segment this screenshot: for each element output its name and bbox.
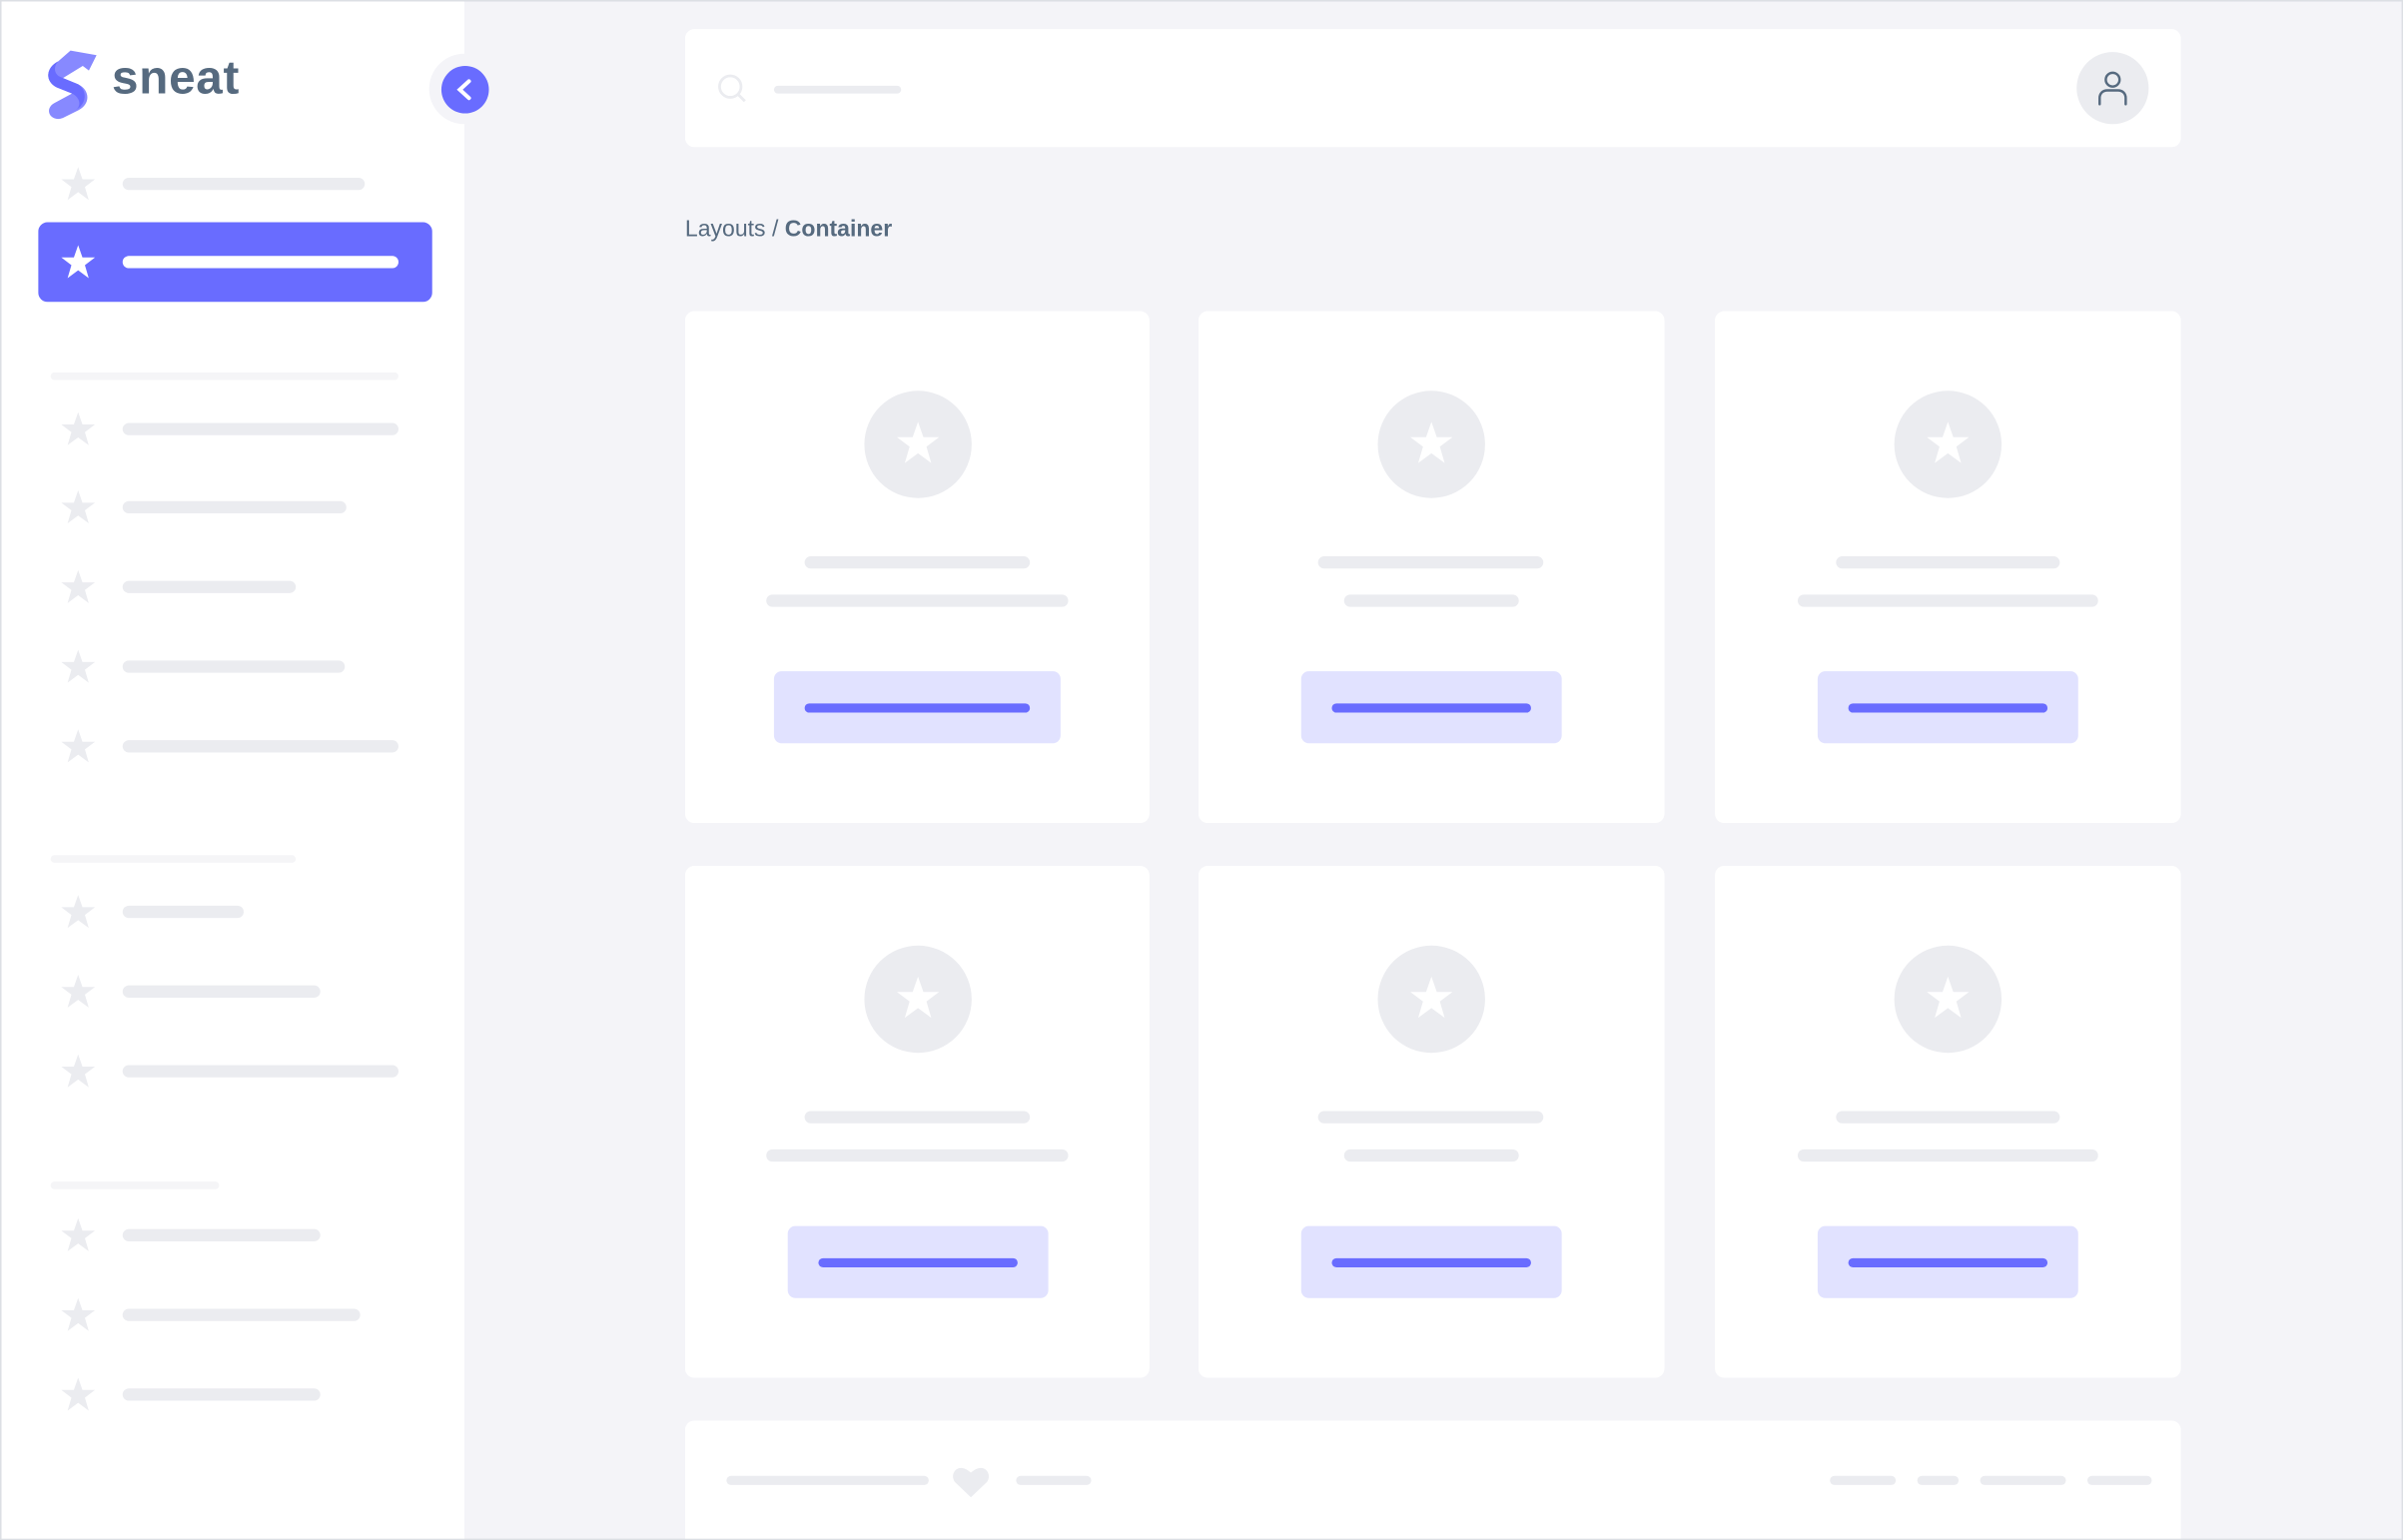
star-icon — [60, 166, 97, 203]
card-button-label — [1331, 1257, 1531, 1268]
card — [1715, 311, 2181, 824]
card-button-label — [804, 703, 1031, 713]
card — [1198, 865, 1665, 1378]
card-button-label — [1848, 703, 2048, 713]
footer-link[interactable] — [1917, 1475, 1960, 1485]
star-icon — [60, 244, 97, 281]
heart-icon — [953, 1467, 990, 1498]
star-icon — [60, 1296, 97, 1333]
star-icon — [896, 976, 939, 1019]
star-icon — [1927, 421, 1970, 463]
card-text — [766, 1149, 1069, 1162]
star-icon — [60, 410, 97, 447]
footer-text — [726, 1475, 929, 1485]
logo-text: sneat — [112, 50, 241, 105]
star-icon — [60, 568, 97, 605]
star-icon — [1410, 421, 1453, 463]
card-text — [766, 594, 1069, 607]
card-button[interactable] — [1300, 671, 1562, 744]
sidebar-toggle-button[interactable] — [440, 65, 489, 114]
star-icon — [60, 489, 97, 526]
card-title — [804, 556, 1031, 569]
sidebar: sneat — [1, 1, 464, 1539]
star-icon — [896, 421, 939, 463]
sidebar-item[interactable] — [122, 422, 399, 435]
star-icon — [60, 1376, 97, 1413]
card-avatar — [1894, 945, 2002, 1054]
sidebar-item[interactable] — [122, 1388, 321, 1401]
sidebar-item-active-label[interactable] — [122, 256, 399, 269]
card-button-label — [1848, 1257, 2048, 1268]
sidebar-section-header — [50, 1181, 220, 1189]
sidebar-item[interactable] — [122, 178, 366, 191]
card-title — [1317, 556, 1544, 569]
star-icon — [60, 1053, 97, 1090]
star-icon — [60, 973, 97, 1010]
navbar — [684, 29, 2181, 148]
logo-icon — [45, 48, 100, 122]
star-icon — [1410, 976, 1453, 1019]
card — [684, 865, 1150, 1378]
card-button[interactable] — [1817, 671, 2078, 744]
footer — [684, 1420, 2181, 1539]
footer-link[interactable] — [1016, 1475, 1092, 1485]
card-title — [1836, 1111, 2060, 1124]
breadcrumb-current: Container — [784, 216, 893, 243]
card — [684, 311, 1150, 824]
breadcrumb-separator: / — [771, 216, 779, 243]
card-title — [1317, 1111, 1544, 1124]
star-icon — [60, 894, 97, 931]
sidebar-section-header — [50, 372, 399, 381]
search-input[interactable] — [773, 85, 902, 94]
card — [1198, 311, 1665, 824]
card-text — [1343, 594, 1519, 607]
footer-link[interactable] — [2086, 1475, 2152, 1485]
breadcrumb-parent[interactable]: Layouts — [684, 216, 766, 243]
sidebar-item[interactable] — [122, 500, 347, 514]
card-text — [1797, 1149, 2098, 1162]
sidebar-item[interactable] — [122, 905, 244, 919]
star-icon — [60, 728, 97, 765]
card-button-label — [818, 1257, 1018, 1268]
card-text — [1343, 1149, 1519, 1162]
user-icon — [2098, 71, 2127, 106]
sidebar-item[interactable] — [122, 660, 346, 673]
avatar[interactable] — [2076, 52, 2149, 125]
card-text — [1797, 594, 2098, 607]
sidebar-item[interactable] — [122, 985, 321, 998]
chevron-left-icon — [456, 79, 471, 101]
card-avatar — [1894, 390, 2002, 498]
sidebar-item[interactable] — [122, 740, 399, 753]
footer-link[interactable] — [1980, 1475, 2066, 1485]
footer-link[interactable] — [1830, 1475, 1897, 1485]
sidebar-item[interactable] — [122, 1065, 399, 1078]
search-icon[interactable] — [717, 74, 748, 105]
card-title — [804, 1111, 1031, 1124]
card-button[interactable] — [787, 1225, 1049, 1298]
card-button[interactable] — [773, 671, 1061, 744]
star-icon — [60, 648, 97, 685]
star-icon — [60, 1216, 97, 1253]
sidebar-item[interactable] — [122, 1228, 321, 1241]
sidebar-item[interactable] — [122, 1308, 361, 1321]
card-avatar — [1377, 390, 1485, 498]
breadcrumb: Layouts / Container — [685, 216, 892, 242]
card-avatar — [1377, 945, 1485, 1054]
card — [1715, 865, 2181, 1378]
card-avatar — [863, 945, 972, 1054]
sidebar-item[interactable] — [122, 580, 297, 593]
star-icon — [1927, 976, 1970, 1019]
card-title — [1836, 556, 2060, 569]
card-button-label — [1331, 703, 1531, 713]
card-button[interactable] — [1817, 1225, 2078, 1298]
sidebar-section-header — [50, 855, 297, 863]
card-button[interactable] — [1300, 1225, 1562, 1298]
card-avatar — [863, 390, 972, 498]
